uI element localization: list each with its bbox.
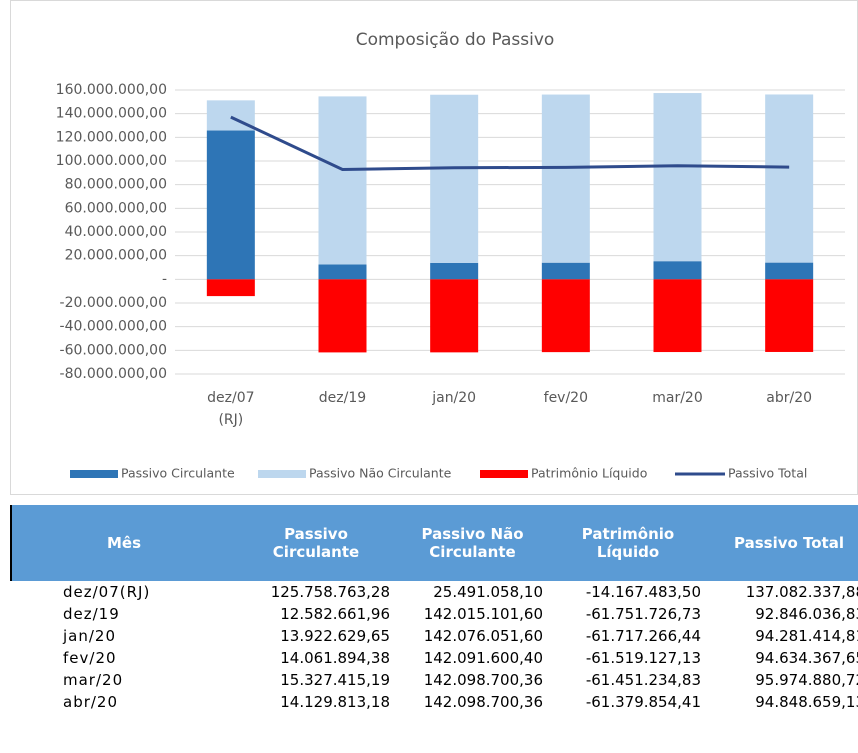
bar bbox=[541, 262, 590, 280]
y-tick-label: 40.000.000,00 bbox=[65, 224, 167, 240]
table-cell: -61.451.234,83 bbox=[585, 671, 701, 689]
legend-swatch bbox=[70, 470, 118, 478]
y-tick-label: 80.000.000,00 bbox=[65, 177, 167, 193]
chart: Composição do Passivo 160.000.000,00 140.… bbox=[10, 0, 858, 495]
bar bbox=[653, 279, 702, 353]
y-tick-label: 120.000.000,00 bbox=[56, 129, 167, 145]
table-cell: 142.098.700,36 bbox=[423, 693, 543, 711]
x-tick-label: mar/20 bbox=[652, 390, 703, 406]
table-row: abr/20 14.129.813,18 142.098.700,36 -61.379… bbox=[11, 691, 858, 713]
column-header: Passivo Não Circulante bbox=[396, 505, 549, 581]
bar bbox=[541, 279, 590, 353]
y-tick-label: -80.000.000,00 bbox=[60, 366, 167, 382]
bar bbox=[318, 264, 367, 280]
table-cell: fev/20 bbox=[63, 649, 117, 667]
data-table: Mês Passivo Circulante Passivo Não Circula… bbox=[10, 505, 858, 713]
bar bbox=[653, 93, 702, 262]
bar bbox=[765, 279, 814, 352]
legend-swatch bbox=[480, 470, 528, 478]
table-cell: jan/20 bbox=[63, 627, 117, 645]
bar bbox=[653, 261, 702, 280]
table-body: dez/07(RJ) 125.758.763,28 25.491.058,10 -14… bbox=[11, 581, 858, 713]
table-cell: 125.758.763,28 bbox=[270, 583, 390, 601]
table-row: fev/20 14.061.894,38 142.091.600,40 -61.519… bbox=[11, 647, 858, 669]
table-cell: -61.519.127,13 bbox=[585, 649, 701, 667]
bar bbox=[765, 262, 814, 280]
table-cell: 142.015.101,60 bbox=[423, 605, 543, 623]
table-row: dez/07(RJ) 125.758.763,28 25.491.058,10 -14… bbox=[11, 581, 858, 603]
bar bbox=[541, 94, 590, 263]
y-tick-label: 140.000.000,00 bbox=[56, 106, 167, 122]
table-cell: 14.061.894,38 bbox=[280, 649, 390, 667]
bar bbox=[765, 94, 814, 263]
table-cell: 142.076.051,60 bbox=[423, 627, 543, 645]
column-header: Passivo Circulante bbox=[236, 505, 396, 581]
table-cell: 142.091.600,40 bbox=[423, 649, 543, 667]
column-header: Passivo Total bbox=[707, 505, 858, 581]
bar bbox=[206, 279, 255, 297]
table-cell: 15.327.415,19 bbox=[280, 671, 390, 689]
table-cell: 25.491.058,10 bbox=[433, 583, 543, 601]
bar bbox=[430, 279, 479, 353]
table-cell: -61.717.266,44 bbox=[585, 627, 701, 645]
x-tick-label: fev/20 bbox=[544, 390, 588, 406]
table-cell: abr/20 bbox=[63, 693, 119, 711]
table: Mês Passivo Circulante Passivo Não Circula… bbox=[10, 505, 858, 713]
x-tick-label: jan/20 bbox=[431, 390, 476, 406]
table-cell: 12.582.661,96 bbox=[280, 605, 390, 623]
legend-label: Passivo Total bbox=[728, 466, 807, 481]
bar bbox=[206, 130, 255, 280]
table-cell: dez/19 bbox=[63, 605, 120, 623]
table-cell: dez/07(RJ) bbox=[63, 583, 151, 601]
y-tick-label: - bbox=[162, 271, 167, 287]
header-row: Mês Passivo Circulante Passivo Não Circula… bbox=[10, 505, 858, 581]
table-cell: -61.751.726,73 bbox=[585, 605, 701, 623]
table-cell: -14.167.483,50 bbox=[585, 583, 701, 601]
table-cell: 137.082.337,88 bbox=[745, 583, 858, 601]
line-series bbox=[230, 115, 790, 171]
column-header: Patrimônio Líquido bbox=[549, 505, 707, 581]
table-row: jan/20 13.922.629,65 142.076.051,60 -61.717… bbox=[11, 625, 858, 647]
column-header: Mês bbox=[10, 505, 236, 581]
y-tick-label: 100.000.000,00 bbox=[56, 153, 167, 169]
table-cell: -61.379.854,41 bbox=[585, 693, 701, 711]
table-cell: 14.129.813,18 bbox=[280, 693, 390, 711]
legend-label: Patrimônio Líquido bbox=[531, 466, 647, 481]
table-row: mar/20 15.327.415,19 142.098.700,36 -61.451… bbox=[11, 669, 858, 691]
table-row: dez/19 12.582.661,96 142.015.101,60 -61.751… bbox=[11, 603, 858, 625]
table-cell: 92.846.036,83 bbox=[755, 605, 858, 623]
x-tick-label: abr/20 bbox=[766, 390, 812, 406]
bar bbox=[430, 94, 479, 263]
table-cell: 13.922.629,65 bbox=[280, 627, 390, 645]
y-tick-label: -40.000.000,00 bbox=[60, 319, 167, 335]
table-cell: 94.634.367,65 bbox=[755, 649, 858, 667]
table-cell: mar/20 bbox=[63, 671, 124, 689]
x-tick-label: dez/07 (RJ) bbox=[207, 390, 254, 428]
bar bbox=[318, 96, 367, 265]
y-tick-label: 160.000.000,00 bbox=[56, 82, 167, 98]
y-tick-label: -20.000.000,00 bbox=[60, 295, 167, 311]
table-cell: 94.281.414,81 bbox=[755, 627, 858, 645]
x-tick-label: dez/19 bbox=[319, 390, 366, 406]
chart-title: Composição do Passivo bbox=[356, 30, 555, 50]
y-tick-label: 60.000.000,00 bbox=[65, 200, 167, 216]
table-cell: 94.848.659,13 bbox=[755, 693, 858, 711]
bar bbox=[430, 262, 479, 280]
legend-label: Passivo Circulante bbox=[121, 466, 235, 481]
y-tick-label: -60.000.000,00 bbox=[60, 342, 167, 358]
legend-swatch bbox=[258, 470, 306, 478]
table-cell: 142.098.700,36 bbox=[423, 671, 543, 689]
table-cell: 95.974.880,72 bbox=[755, 671, 858, 689]
legend-label: Passivo Não Circulante bbox=[309, 466, 452, 481]
bar bbox=[318, 279, 367, 353]
y-tick-label: 20.000.000,00 bbox=[65, 248, 167, 264]
